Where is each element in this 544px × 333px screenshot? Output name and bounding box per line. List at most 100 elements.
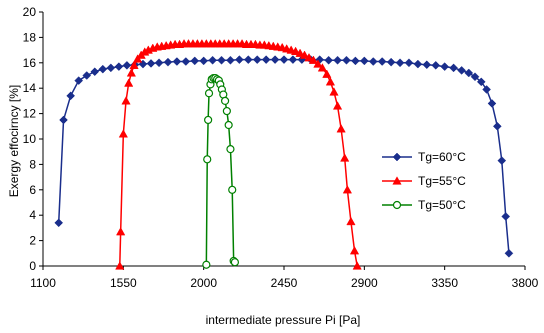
data-point — [261, 55, 271, 64]
x-tick-label: 3350 — [431, 276, 458, 290]
data-point — [220, 96, 230, 106]
data-point — [114, 62, 124, 71]
data-point — [392, 176, 402, 185]
data-point — [66, 91, 76, 101]
data-point — [340, 153, 350, 162]
legend-entry: Tg=60°C — [382, 150, 466, 164]
data-point — [313, 59, 323, 68]
data-point — [404, 58, 414, 68]
data-point — [202, 260, 211, 269]
y-tick-label: 6 — [29, 183, 36, 197]
data-point — [106, 63, 116, 73]
data-point — [342, 55, 351, 65]
data-point — [82, 71, 92, 80]
data-point — [116, 226, 126, 236]
x-tick-label: 1550 — [110, 276, 137, 290]
y-tick-label: 8 — [29, 157, 36, 171]
data-point — [440, 62, 450, 71]
data-point — [304, 53, 314, 62]
data-point — [226, 55, 235, 65]
series-1 — [54, 55, 514, 258]
data-point — [230, 258, 240, 267]
data-point — [476, 77, 486, 87]
data-point — [482, 85, 491, 94]
data-point — [115, 261, 125, 270]
data-point — [235, 55, 244, 64]
data-point — [172, 57, 182, 66]
data-point — [431, 60, 441, 70]
data-point — [124, 78, 134, 87]
data-point — [204, 115, 213, 125]
series-line — [205, 77, 236, 265]
data-point — [377, 57, 387, 66]
data-point — [349, 246, 360, 255]
data-point — [199, 56, 209, 66]
data-point — [74, 76, 84, 85]
data-point — [392, 152, 402, 162]
data-point — [351, 56, 360, 66]
data-point — [222, 106, 231, 116]
data-point — [392, 200, 402, 210]
data-point — [386, 57, 396, 67]
x-axis: 1100 1550 2000 2450 2900 3350 3800 — [30, 265, 539, 290]
y-tick-label: 18 — [23, 30, 37, 44]
data-point — [359, 56, 369, 66]
data-point — [118, 129, 128, 138]
x-tick-label: 2450 — [271, 276, 298, 290]
data-point — [336, 124, 346, 133]
data-point — [226, 145, 235, 154]
data-point — [413, 59, 423, 69]
data-point — [346, 216, 356, 226]
data-point — [329, 87, 339, 96]
data-point — [98, 64, 108, 74]
legend-label: Tg=50°C — [418, 198, 466, 212]
data-point — [59, 115, 68, 125]
data-point — [464, 68, 474, 78]
data-point — [146, 59, 156, 68]
data-point — [497, 156, 507, 165]
y-axis: 0 2 4 6 8 10 12 14 16 18 20 — [23, 5, 44, 273]
data-point — [332, 101, 343, 110]
data-point — [317, 63, 328, 72]
y-tick-label: 2 — [29, 234, 36, 248]
series-3 — [202, 73, 240, 269]
y-axis-title: Exergy effocirncy [%] — [7, 85, 21, 198]
data-point — [163, 57, 173, 67]
y-tick-label: 20 — [23, 5, 37, 19]
data-point — [126, 68, 136, 77]
legend-label: Tg=60°C — [418, 150, 466, 164]
data-point — [224, 120, 233, 130]
y-tick-label: 12 — [23, 107, 37, 121]
data-point — [501, 212, 511, 221]
data-point — [279, 55, 289, 64]
y-tick-label: 4 — [29, 208, 36, 222]
y-tick-label: 10 — [23, 132, 37, 146]
data-point — [395, 58, 405, 68]
legend-entry: Tg=55°C — [382, 174, 466, 188]
y-tick-label: 14 — [23, 81, 37, 95]
data-point — [368, 57, 378, 66]
x-tick-label: 2900 — [351, 276, 378, 290]
data-point — [470, 72, 480, 82]
x-tick-label: 1100 — [30, 276, 56, 290]
data-point — [208, 55, 217, 65]
x-tick-label: 2000 — [190, 276, 217, 290]
data-point — [270, 55, 280, 64]
data-point — [342, 185, 352, 194]
data-point — [252, 55, 262, 64]
data-point — [308, 55, 319, 64]
legend: Tg=60°C Tg=55°C Tg=50°C — [382, 150, 466, 212]
data-point — [352, 261, 362, 270]
series-line — [119, 43, 358, 267]
data-point — [181, 57, 191, 66]
data-point — [333, 55, 342, 65]
data-point — [422, 60, 432, 70]
data-point — [243, 55, 253, 64]
data-point — [54, 218, 64, 228]
legend-label: Tg=55°C — [418, 174, 466, 188]
data-point — [203, 155, 212, 164]
data-point — [129, 60, 139, 69]
data-point — [288, 55, 298, 64]
y-tick-label: 16 — [23, 56, 37, 70]
